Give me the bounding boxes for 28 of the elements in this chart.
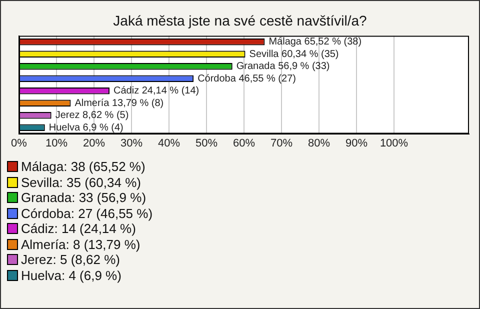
data-label: Sevilla 60,34 % (35) xyxy=(249,48,339,60)
x-tick-label: 70% xyxy=(270,137,293,150)
text: Cádiz: 14 (24,14 %) xyxy=(21,221,136,236)
text: Jerez: 5 (8,62 %) xyxy=(21,252,120,268)
data-label: Jerez 8,62 % (5) xyxy=(55,110,129,122)
text: Granada: 33 (56,9 %) xyxy=(21,190,146,206)
x-tick-label: 40% xyxy=(158,137,180,150)
x-tick-label: 30% xyxy=(120,137,143,150)
data-label: Granada 56,9 % (33) xyxy=(236,61,330,72)
x-tick-label: 100% xyxy=(380,137,408,150)
x-tick-label: 90% xyxy=(345,137,368,150)
data-label: Almería 13,79 % (8) xyxy=(74,98,164,109)
x-tick-label: 80% xyxy=(308,137,330,150)
text: Málaga: 38 (65,52 %) xyxy=(21,159,146,174)
text: Huelva: 4 (6,9 %) xyxy=(21,268,122,283)
data-label: Córdoba 46,55 % (27) xyxy=(198,73,296,84)
x-tick-label: 20% xyxy=(82,137,106,150)
text: Sevilla: 35 (60,34 %) xyxy=(21,174,141,190)
chart-title: Jaká města jste na své cestě navštívil/a? xyxy=(113,12,368,28)
data-label: Huelva 6,9 % (4) xyxy=(48,122,124,134)
x-tick-label: 60% xyxy=(232,137,256,150)
data-label: Málaga 65,52 % (38) xyxy=(268,36,362,48)
x-tick-label: 10% xyxy=(45,137,68,150)
text: Almería: 8 (13,79 %) xyxy=(21,236,140,252)
text: Córdoba: 27 (46,55 %) xyxy=(21,206,153,221)
x-tick-label: 0% xyxy=(11,137,28,150)
x-tick-label: 50% xyxy=(195,137,218,150)
data-label: Cádiz 24,14 % (14) xyxy=(114,86,200,97)
